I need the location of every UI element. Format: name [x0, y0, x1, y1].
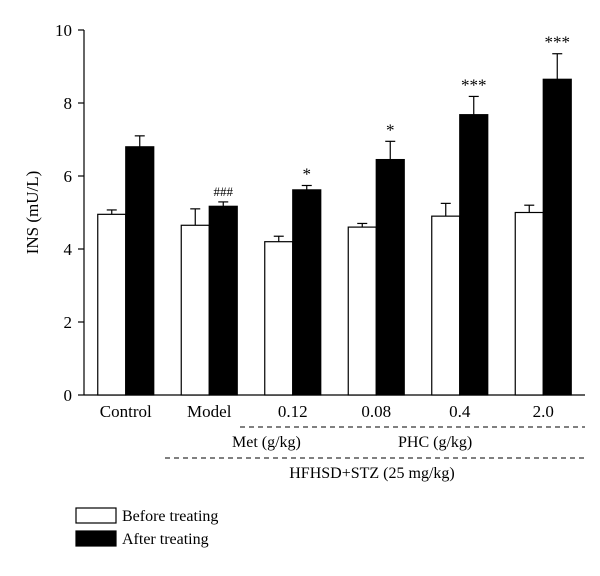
legend-swatch-after [75, 530, 117, 547]
bars [97, 53, 572, 396]
y-tick-label: 10 [55, 21, 72, 40]
bar-after [459, 114, 489, 396]
y-tick-label: 2 [64, 313, 73, 332]
x-tick-label: 0.4 [449, 402, 471, 421]
bar-before [264, 241, 294, 396]
x-tick-label: 0.12 [278, 402, 308, 421]
significance-mark: * [386, 120, 395, 139]
bar-before [347, 226, 377, 396]
y-tick-label: 6 [64, 167, 73, 186]
x-tick-label: Control [100, 402, 152, 421]
labels: 0 2 4 6 8 10 INS (mU/L) Control ### Model * 0.12 * 0.… [23, 21, 570, 421]
bar-after [292, 189, 322, 396]
bar-before [514, 211, 544, 396]
bar-after [542, 78, 572, 396]
phc-group-label: PHC (g/kg) [398, 434, 472, 451]
significance-mark: * [303, 164, 312, 183]
x-tick-label: Model [187, 402, 232, 421]
axes [78, 29, 585, 396]
legend: Before treating After treating [75, 507, 218, 548]
bar-after [125, 146, 155, 396]
y-tick-label: 0 [64, 386, 73, 405]
legend-swatch-before [75, 507, 117, 524]
bar-before [97, 213, 127, 396]
y-axis-label: INS (mU/L) [23, 171, 42, 255]
bar-before [431, 215, 461, 396]
hfhsd-group-label: HFHSD+STZ (25 mg/kg) [289, 465, 454, 482]
legend-label-after: After treating [122, 531, 209, 548]
y-tick-label: 8 [64, 94, 73, 113]
significance-mark: ### [214, 184, 234, 199]
y-tick-label: 4 [64, 240, 73, 259]
met-group-label: Met (g/kg) [232, 434, 301, 451]
bar-after [208, 205, 238, 396]
group-brackets: Met (g/kg) PHC (g/kg) HFHSD+STZ (25 mg/k… [165, 426, 585, 482]
significance-mark: *** [461, 75, 487, 94]
x-tick-label: 2.0 [533, 402, 554, 421]
bar-after [375, 158, 405, 396]
x-tick-label: 0.08 [361, 402, 391, 421]
significance-mark: *** [545, 33, 571, 52]
legend-label-before: Before treating [122, 508, 218, 525]
bar-before [180, 224, 210, 396]
